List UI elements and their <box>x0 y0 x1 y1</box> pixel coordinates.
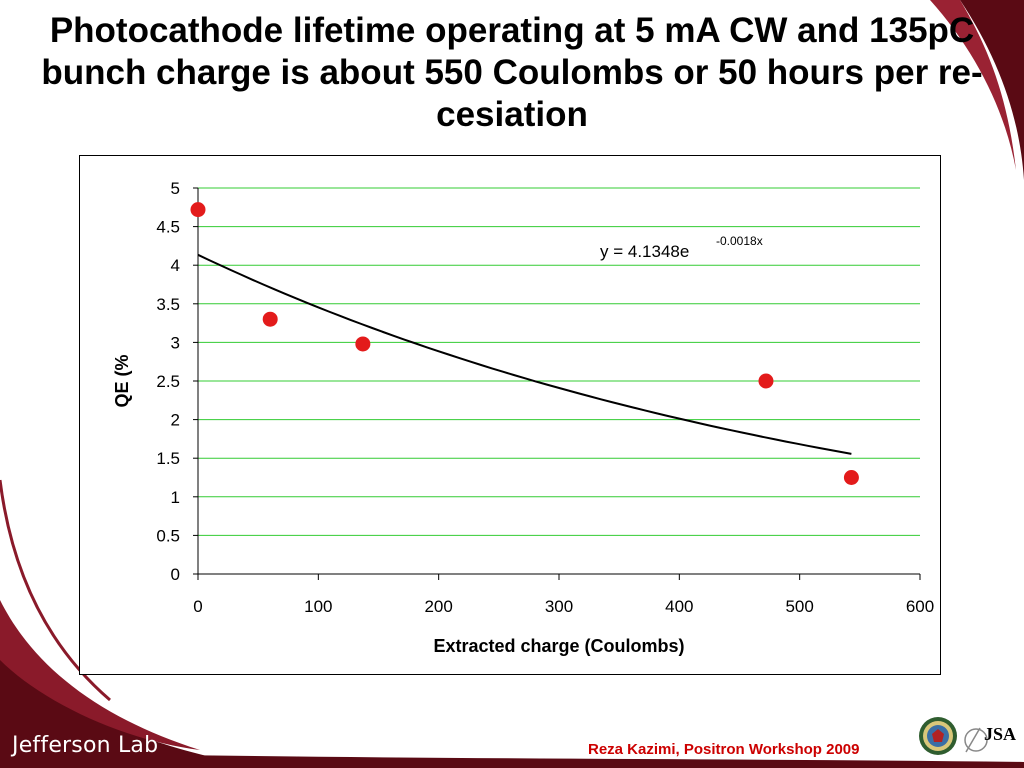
x-tick-label: 100 <box>304 597 332 616</box>
trendline-equation: y = 4.1348e <box>600 242 689 261</box>
bottom-band <box>0 752 1024 768</box>
y-tick-label: 0.5 <box>156 526 180 545</box>
y-tick-label: 4.5 <box>156 218 180 237</box>
x-axis-title: Extracted charge (Coulombs) <box>433 636 684 656</box>
y-tick-label: 0 <box>171 565 180 584</box>
x-tick-label: 400 <box>665 597 693 616</box>
data-point <box>843 470 859 485</box>
jsa-logo-text: JSA <box>984 724 1016 744</box>
scatter-chart: 0 0.5 1 1.5 2 2.5 3 3.5 4 4.5 5 0 100 200 300 400 500 600… <box>112 179 934 656</box>
x-tick-label: 200 <box>424 597 452 616</box>
data-point <box>190 202 206 218</box>
footer-credit: Reza Kazimi, Positron Workshop 2009 <box>588 741 860 758</box>
x-tick-label: 300 <box>545 597 573 616</box>
doe-seal-icon <box>919 717 957 755</box>
slide-title: Photocathode lifetime operating at 5 mA … <box>41 11 983 134</box>
trendline <box>197 253 852 455</box>
data-point <box>758 373 774 389</box>
y-tick-label: 5 <box>171 179 180 198</box>
right-band-highlight <box>930 0 1016 170</box>
y-axis-title: QE (% <box>112 354 132 407</box>
data-point <box>355 336 371 352</box>
y-tick-label: 3.5 <box>156 295 180 314</box>
y-tick-label: 2.5 <box>156 372 180 391</box>
y-tick-label: 1 <box>171 488 180 507</box>
x-tick-label: 0 <box>193 597 202 616</box>
chart-frame: 0 0.5 1 1.5 2 2.5 3 3.5 4 4.5 5 0 100 200 300 400 500 600… <box>79 155 941 675</box>
left-band-highlight <box>0 600 200 750</box>
jsa-logo: JSA <box>964 724 1016 753</box>
data-point <box>262 311 278 327</box>
left-dark-band <box>0 640 260 768</box>
left-thin-swoosh <box>0 479 111 702</box>
trendline-equation-exponent: -0.0018x <box>716 234 763 248</box>
y-tick-label: 3 <box>171 333 180 352</box>
y-tick-label: 4 <box>171 256 180 275</box>
jefferson-lab-logo: Jefferson Lab <box>12 733 159 758</box>
y-tick-label: 1.5 <box>156 449 180 468</box>
y-tick-label: 2 <box>171 411 180 430</box>
right-dark-band <box>960 0 1024 180</box>
x-tick-label: 600 <box>906 597 934 616</box>
x-tick-label: 500 <box>785 597 813 616</box>
